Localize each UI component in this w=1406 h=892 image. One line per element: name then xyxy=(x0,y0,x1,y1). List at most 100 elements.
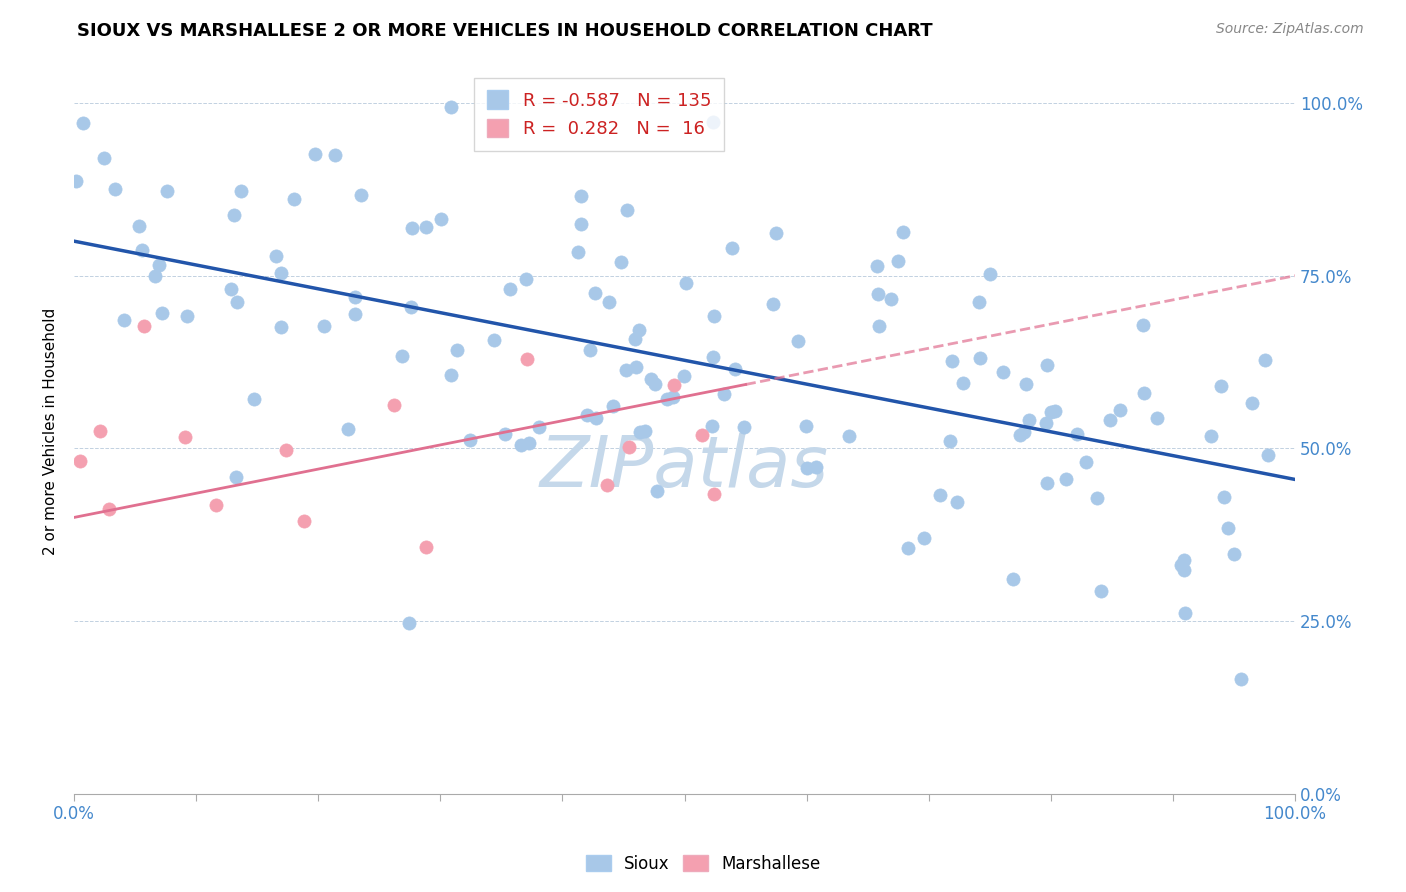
Point xyxy=(700,418,723,433)
Point xyxy=(1174,606,1197,620)
Point xyxy=(640,372,662,386)
Point xyxy=(628,323,651,337)
Point xyxy=(602,399,624,413)
Point xyxy=(65,174,87,188)
Point xyxy=(628,425,651,440)
Legend: Sioux, Marshallese: Sioux, Marshallese xyxy=(579,848,827,880)
Point xyxy=(762,297,785,311)
Point xyxy=(569,189,592,203)
Point xyxy=(702,115,724,129)
Y-axis label: 2 or more Vehicles in Household: 2 or more Vehicles in Household xyxy=(44,308,58,555)
Point xyxy=(104,182,127,196)
Point xyxy=(344,307,367,321)
Point xyxy=(703,487,725,501)
Point xyxy=(98,502,121,516)
Point xyxy=(1216,521,1239,535)
Point xyxy=(804,459,827,474)
Point xyxy=(143,268,166,283)
Point xyxy=(440,368,463,382)
Point xyxy=(887,254,910,268)
Point xyxy=(128,219,150,233)
Point xyxy=(567,244,589,259)
Text: ZIPatlas: ZIPatlas xyxy=(540,433,830,502)
Point xyxy=(276,442,298,457)
Point xyxy=(399,300,422,314)
Point xyxy=(595,478,617,492)
Point xyxy=(93,151,115,165)
Point xyxy=(1015,376,1038,391)
Point xyxy=(344,290,367,304)
Point xyxy=(150,306,173,320)
Point xyxy=(702,350,724,364)
Point xyxy=(1173,553,1195,567)
Point xyxy=(242,392,264,407)
Point xyxy=(598,294,620,309)
Point xyxy=(724,361,747,376)
Point xyxy=(1253,352,1275,367)
Point xyxy=(946,494,969,508)
Point xyxy=(391,349,413,363)
Point xyxy=(1146,411,1168,425)
Point xyxy=(517,436,540,450)
Point xyxy=(1035,416,1057,430)
Point xyxy=(174,430,197,444)
Point xyxy=(991,365,1014,379)
Point xyxy=(866,259,889,273)
Point xyxy=(148,258,170,272)
Point xyxy=(225,469,247,483)
Point xyxy=(675,276,697,290)
Point xyxy=(430,211,453,226)
Point xyxy=(398,616,420,631)
Point xyxy=(893,225,915,239)
Point xyxy=(458,434,481,448)
Text: Source: ZipAtlas.com: Source: ZipAtlas.com xyxy=(1216,22,1364,37)
Point xyxy=(1133,385,1156,400)
Point xyxy=(132,319,155,334)
Point xyxy=(350,188,373,202)
Point xyxy=(690,427,713,442)
Point xyxy=(941,354,963,368)
Point xyxy=(1223,547,1246,561)
Point xyxy=(1001,572,1024,586)
Point xyxy=(89,424,111,438)
Point xyxy=(578,343,600,357)
Point xyxy=(1018,413,1040,427)
Point xyxy=(509,437,531,451)
Point xyxy=(662,378,685,392)
Point xyxy=(446,343,468,357)
Point xyxy=(614,363,637,377)
Point xyxy=(634,424,657,438)
Point xyxy=(264,249,287,263)
Point xyxy=(576,408,599,422)
Point xyxy=(72,116,94,130)
Point xyxy=(897,541,920,555)
Text: SIOUX VS MARSHALLESE 2 OR MORE VEHICLES IN HOUSEHOLD CORRELATION CHART: SIOUX VS MARSHALLESE 2 OR MORE VEHICLES … xyxy=(77,22,934,40)
Point xyxy=(112,313,135,327)
Legend: R = -0.587   N = 135, R =  0.282   N =  16: R = -0.587 N = 135, R = 0.282 N = 16 xyxy=(474,78,724,151)
Point xyxy=(657,392,679,406)
Point xyxy=(733,420,755,434)
Point xyxy=(626,359,648,374)
Point xyxy=(283,192,305,206)
Point xyxy=(619,441,641,455)
Point xyxy=(1109,403,1132,417)
Point xyxy=(231,184,253,198)
Point xyxy=(644,376,666,391)
Point xyxy=(880,292,903,306)
Point xyxy=(952,376,974,390)
Point xyxy=(516,351,538,366)
Point xyxy=(270,266,292,280)
Point xyxy=(720,241,742,255)
Point xyxy=(515,272,537,286)
Point xyxy=(1170,558,1192,573)
Point xyxy=(1045,404,1067,418)
Point xyxy=(662,391,685,405)
Point xyxy=(1040,405,1063,419)
Point xyxy=(1074,455,1097,469)
Point xyxy=(585,410,607,425)
Point xyxy=(1209,378,1232,392)
Point xyxy=(205,498,228,512)
Point xyxy=(336,422,359,436)
Point xyxy=(765,227,787,241)
Point xyxy=(703,310,725,324)
